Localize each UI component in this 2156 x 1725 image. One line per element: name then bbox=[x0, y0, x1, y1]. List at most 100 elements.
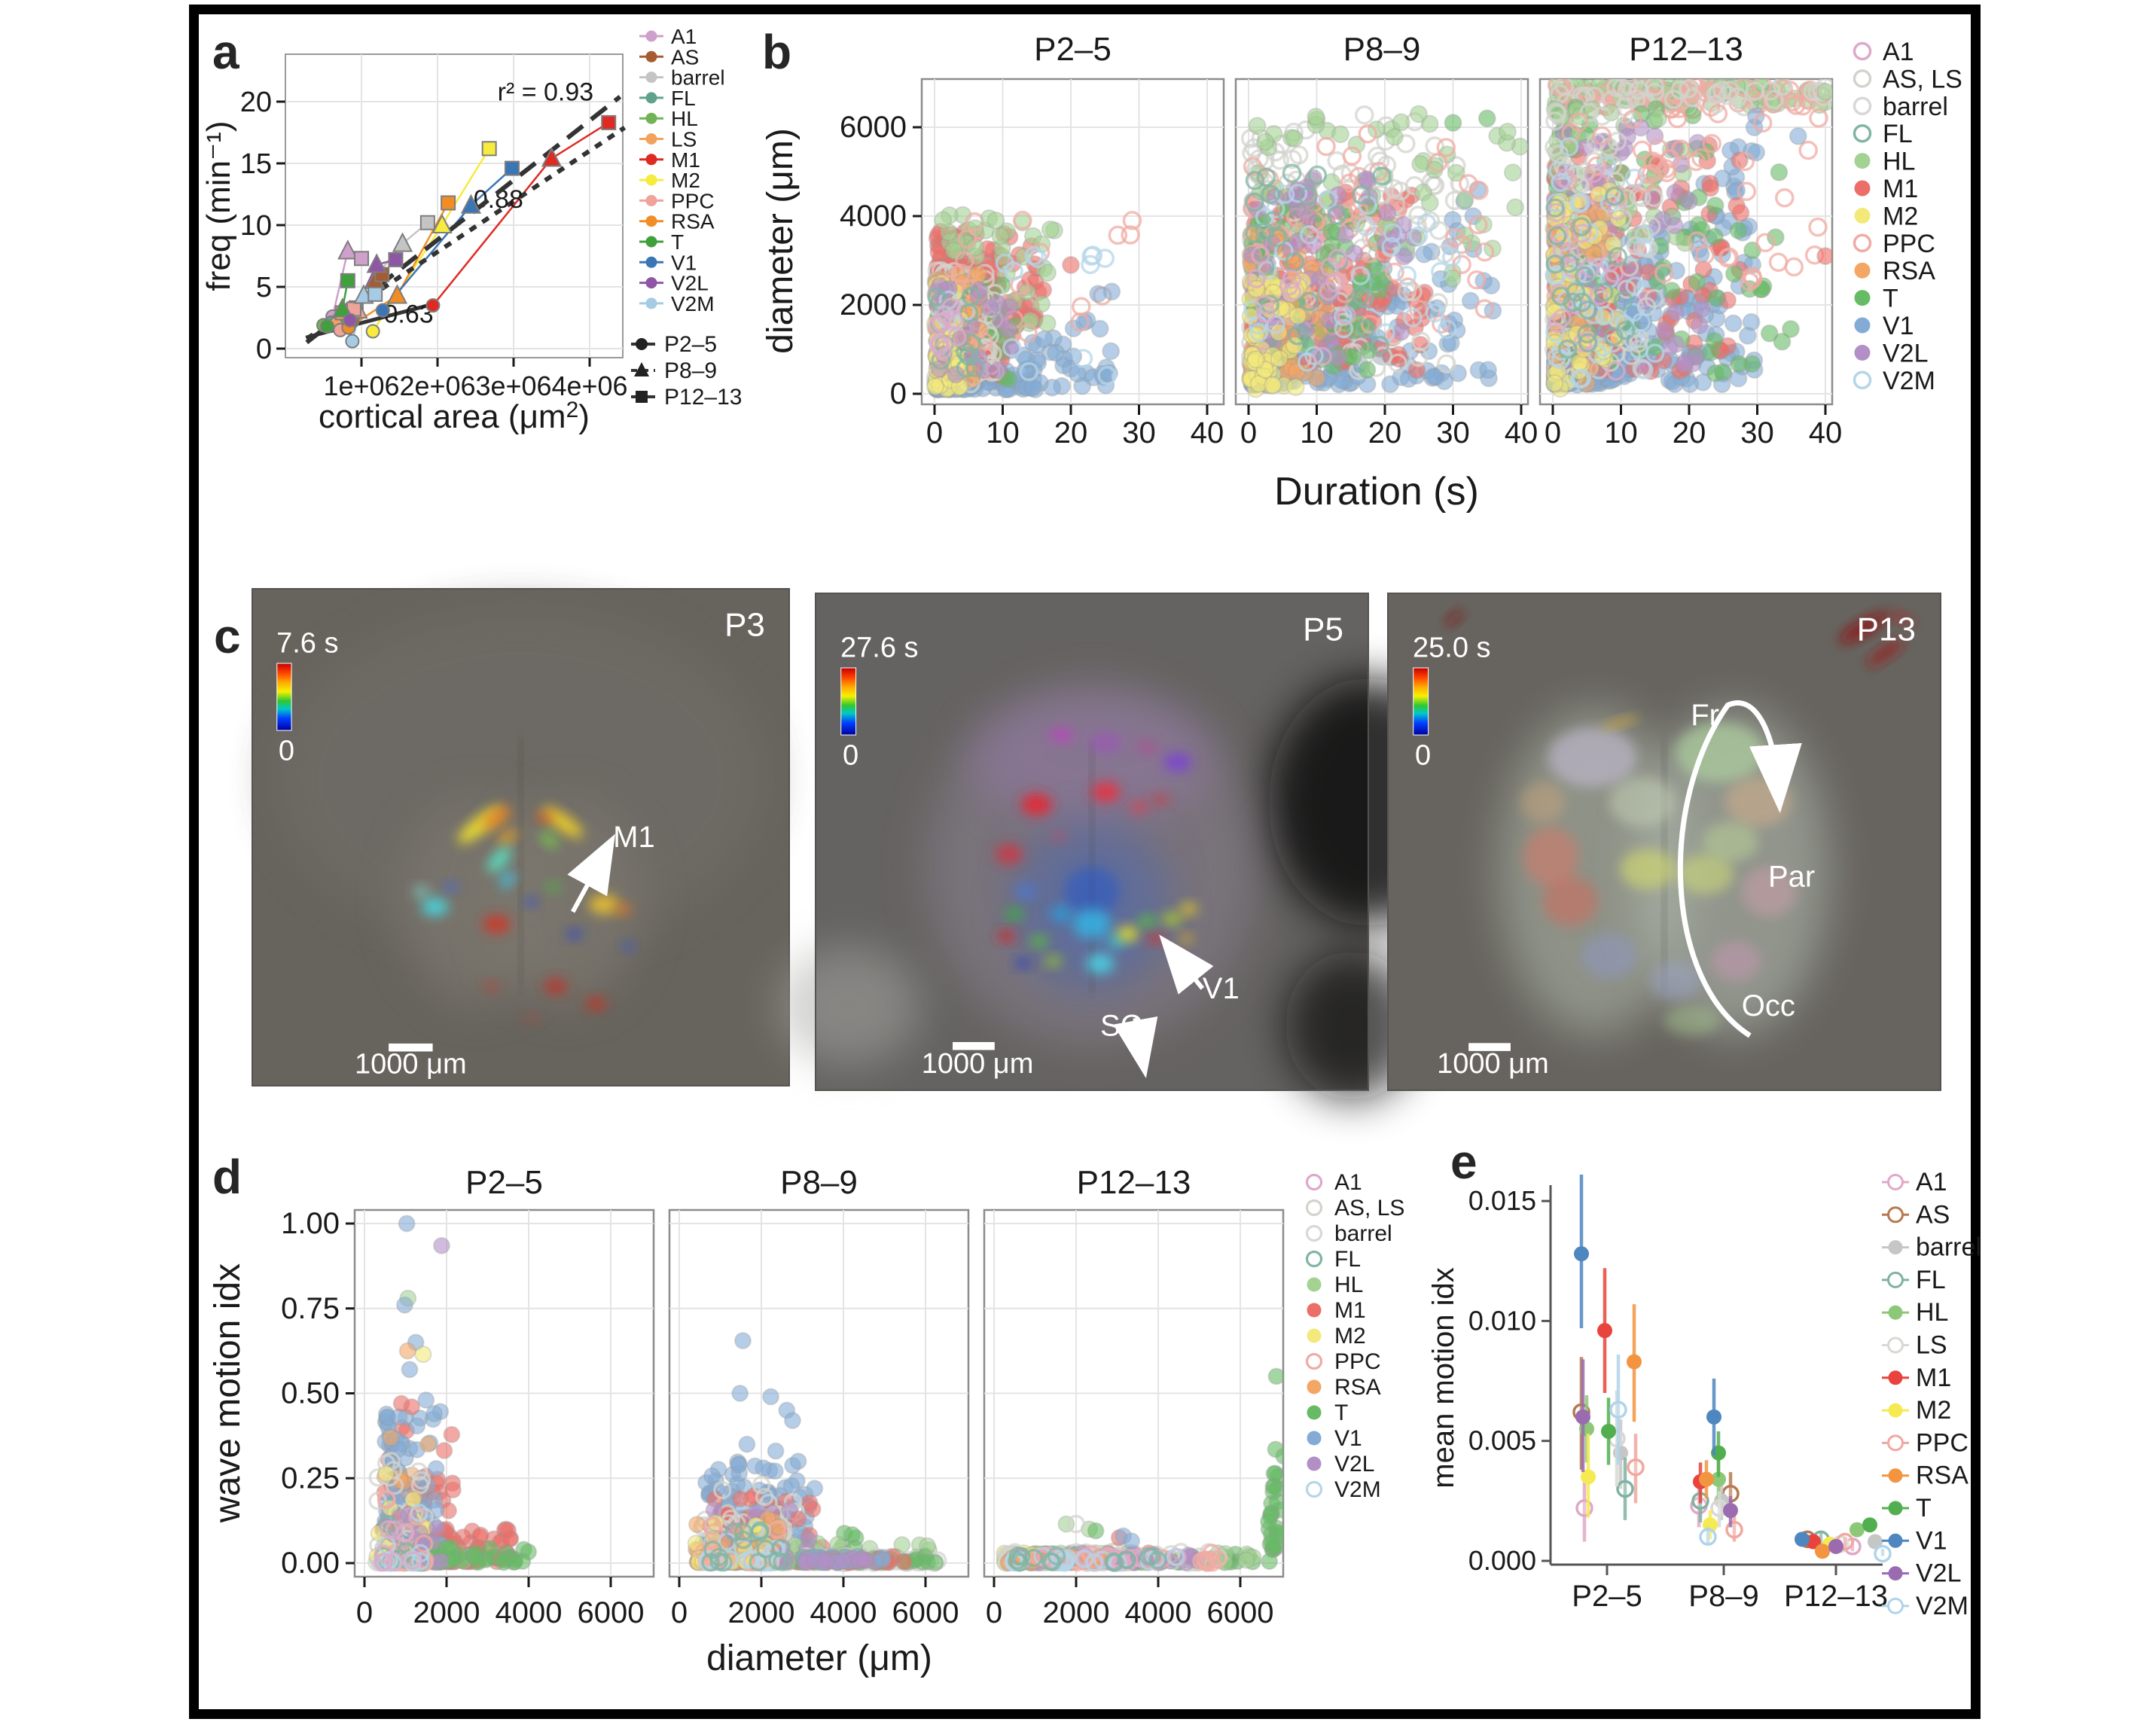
data-point bbox=[1775, 187, 1795, 208]
legend-marker bbox=[1853, 96, 1872, 116]
data-point bbox=[739, 1550, 758, 1569]
colorbar bbox=[840, 667, 857, 736]
y-tick-label: 0 bbox=[256, 334, 272, 365]
activity-blob bbox=[1051, 831, 1067, 842]
data-point bbox=[767, 1442, 785, 1460]
data-point bbox=[1572, 368, 1592, 389]
y-axis-title: freq (min⁻¹) bbox=[200, 120, 237, 291]
data-point bbox=[1307, 107, 1325, 126]
data-point bbox=[1358, 361, 1377, 379]
data-point bbox=[1608, 247, 1628, 267]
activity-blob bbox=[1138, 915, 1157, 928]
data-point bbox=[932, 313, 952, 333]
data-point bbox=[1282, 149, 1302, 169]
activity-blob bbox=[1581, 934, 1637, 979]
image-border bbox=[252, 588, 790, 1087]
data-point bbox=[1047, 343, 1066, 362]
data-point bbox=[1632, 140, 1652, 160]
activity-blob bbox=[1523, 827, 1579, 887]
data-point bbox=[1816, 247, 1832, 266]
legend-marker bbox=[645, 50, 657, 62]
panel-label-c: c bbox=[214, 609, 241, 663]
data-point bbox=[377, 1464, 395, 1483]
data-point bbox=[1246, 350, 1265, 369]
scale-bar bbox=[953, 1041, 995, 1050]
data-point bbox=[1690, 316, 1709, 335]
activity-blob bbox=[483, 915, 511, 934]
colorbar bbox=[276, 663, 292, 731]
data-point bbox=[1816, 82, 1832, 101]
activity-blob bbox=[1064, 867, 1120, 916]
data-point bbox=[1623, 109, 1642, 130]
data-point bbox=[1391, 181, 1410, 201]
legend-marker bbox=[645, 297, 657, 309]
data-point bbox=[1307, 165, 1328, 185]
activity-blob bbox=[413, 885, 430, 898]
data-point bbox=[1683, 106, 1702, 125]
scale-bar bbox=[389, 1043, 433, 1052]
data-point bbox=[1256, 303, 1276, 324]
data-point bbox=[703, 1516, 722, 1535]
data-point bbox=[1612, 79, 1632, 98]
data-point bbox=[1770, 163, 1789, 181]
age-label: P5 bbox=[1303, 611, 1343, 648]
data-point bbox=[1438, 319, 1457, 340]
data-point bbox=[804, 1500, 822, 1518]
legend-label: barrel bbox=[1883, 93, 1948, 121]
data-point bbox=[1285, 336, 1304, 355]
data-point bbox=[1734, 97, 1754, 117]
data-point bbox=[1370, 335, 1390, 355]
y-tick-label: 20 bbox=[240, 87, 272, 118]
data-point bbox=[1073, 349, 1093, 368]
data-point bbox=[417, 1391, 435, 1410]
data-point bbox=[1002, 338, 1022, 358]
activity-blob bbox=[1049, 727, 1074, 742]
x-tick-label: 40 bbox=[1191, 416, 1224, 450]
data-point bbox=[1554, 168, 1574, 188]
activity-blob bbox=[544, 978, 568, 995]
activity-blob bbox=[589, 894, 619, 915]
data-point bbox=[1242, 143, 1261, 163]
data-point bbox=[1547, 226, 1567, 246]
data-point bbox=[1350, 266, 1371, 285]
legend-label: P2–5 bbox=[664, 332, 717, 357]
data-point bbox=[1572, 224, 1592, 243]
data-point bbox=[1607, 201, 1627, 221]
data-point bbox=[934, 211, 953, 230]
data-point bbox=[1724, 264, 1743, 283]
x-tick-label: 0 bbox=[986, 1596, 1002, 1629]
data-point bbox=[1313, 346, 1332, 367]
data-point bbox=[1264, 376, 1282, 395]
x-tick-label: 6000 bbox=[578, 1596, 645, 1629]
data-point bbox=[1731, 203, 1750, 222]
data-point bbox=[1420, 114, 1439, 133]
activity-blob bbox=[1021, 793, 1053, 816]
data-point bbox=[1381, 236, 1401, 257]
marker-triangle bbox=[432, 213, 453, 233]
data-point bbox=[1392, 322, 1410, 341]
data-point bbox=[927, 287, 947, 307]
data-point bbox=[1477, 109, 1496, 128]
data-point bbox=[1760, 324, 1779, 343]
data-point bbox=[1702, 133, 1721, 154]
legend-label: A1 bbox=[1883, 38, 1914, 66]
x-tick-label: 30 bbox=[1122, 416, 1156, 450]
data-point bbox=[1304, 230, 1325, 250]
data-point bbox=[1708, 104, 1728, 123]
data-point bbox=[1747, 143, 1766, 162]
brain-midline bbox=[519, 738, 523, 986]
marker-triangle bbox=[460, 194, 482, 214]
data-point bbox=[1355, 105, 1374, 125]
data-point bbox=[755, 1487, 774, 1507]
legend-marker bbox=[1853, 233, 1872, 253]
data-point bbox=[1403, 308, 1423, 328]
data-point bbox=[926, 377, 944, 396]
activity-blob bbox=[1163, 753, 1192, 772]
legend-marker bbox=[1853, 69, 1872, 88]
legend-label: M2 bbox=[1883, 202, 1918, 230]
legend-marker bbox=[1853, 41, 1872, 61]
x-tick-label: 2000 bbox=[1043, 1596, 1110, 1629]
data-point bbox=[1634, 225, 1654, 245]
marker-triangle bbox=[541, 147, 563, 167]
data-point bbox=[1035, 330, 1054, 349]
